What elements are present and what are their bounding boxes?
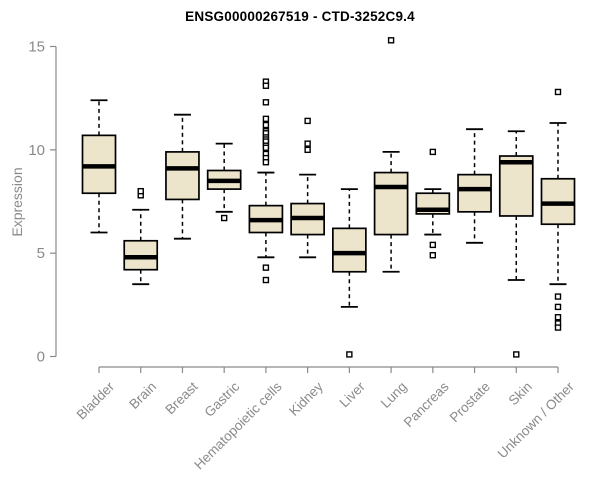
boxplot-gastric [206, 142, 242, 222]
boxplot-lung [373, 37, 409, 273]
boxplot-skin [498, 130, 534, 358]
outlier-point [554, 293, 562, 300]
outlier-point [304, 146, 311, 154]
boxplot-hematopoietic-cells [248, 78, 284, 284]
outlier-point [220, 214, 228, 222]
outlier-point [554, 324, 562, 331]
boxplot-kidney [290, 117, 325, 259]
outlier-point [554, 303, 562, 311]
outlier-point [262, 115, 270, 123]
iqr-box [373, 171, 409, 236]
outlier-point [429, 252, 437, 259]
outlier-point [262, 121, 270, 129]
iqr-box [332, 227, 367, 273]
boxplot-prostate [457, 128, 492, 244]
outlier-point [304, 140, 311, 147]
outlier-point [262, 159, 270, 166]
y-tick-label: 0 [37, 349, 45, 366]
outlier-point [262, 99, 270, 106]
outlier-point [304, 117, 311, 125]
outlier-point [346, 351, 353, 358]
boxplot-unknown-other [540, 88, 576, 331]
boxplot-brain [123, 187, 159, 286]
boxplot-liver [332, 188, 367, 358]
outlier-point [262, 264, 270, 271]
y-tick-label: 5 [37, 245, 45, 262]
y-tick-label: 15 [28, 39, 45, 56]
iqr-box [498, 155, 534, 217]
outlier-point [262, 82, 270, 89]
boxplot-breast [165, 113, 200, 240]
outlier-point [137, 187, 144, 195]
outlier-point [387, 37, 395, 44]
iqr-box [165, 151, 200, 201]
outlier-point [262, 276, 270, 284]
outlier-point [262, 144, 270, 151]
y-tick-label: 10 [28, 142, 45, 159]
outlier-point [554, 88, 562, 96]
outlier-point [429, 148, 437, 156]
boxplot-bladder [81, 99, 117, 234]
boxplot-pancreas [415, 148, 451, 259]
outlier-point [554, 314, 562, 321]
iqr-box [457, 173, 492, 213]
outlier-point [513, 351, 520, 358]
outlier-point [429, 241, 437, 249]
chart-title: ENSG00000267519 - CTD-3252C9.4 [185, 9, 415, 24]
